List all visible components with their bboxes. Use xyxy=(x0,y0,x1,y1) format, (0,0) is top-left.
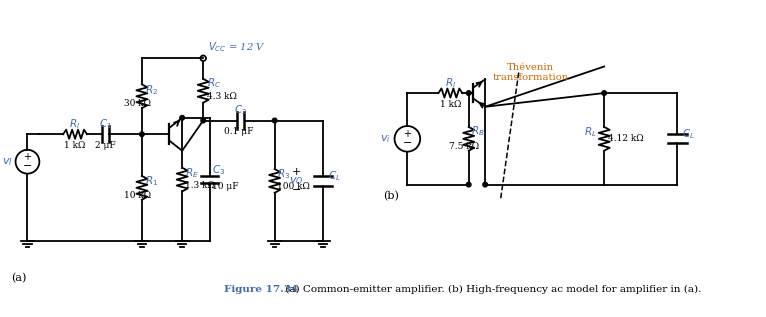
Text: +: + xyxy=(292,167,301,177)
Text: −: − xyxy=(403,139,412,148)
Text: $v_O$: $v_O$ xyxy=(290,175,304,187)
Text: $R_I$: $R_I$ xyxy=(445,76,456,90)
Text: −: − xyxy=(23,161,32,171)
Circle shape xyxy=(483,182,487,187)
Circle shape xyxy=(466,182,471,187)
Text: $C_L$: $C_L$ xyxy=(328,170,341,183)
Text: $R_E$: $R_E$ xyxy=(185,166,198,180)
Text: $v_i$: $v_i$ xyxy=(380,133,391,145)
Text: Figure 17.34: Figure 17.34 xyxy=(224,285,299,294)
Text: $C_L$: $C_L$ xyxy=(682,127,695,141)
Text: $R_1$: $R_1$ xyxy=(145,174,158,188)
Text: −: − xyxy=(292,185,301,195)
Text: $v_I$: $v_I$ xyxy=(2,156,13,168)
Text: $C_3$: $C_3$ xyxy=(212,164,226,177)
Text: Thévenin
transformation: Thévenin transformation xyxy=(493,63,569,82)
Text: 2 μF: 2 μF xyxy=(95,141,116,150)
Text: $C_1$: $C_1$ xyxy=(99,117,112,131)
Text: 10 μF: 10 μF xyxy=(212,182,239,191)
Circle shape xyxy=(602,91,607,95)
Text: 0.1 μF: 0.1 μF xyxy=(224,127,254,136)
Text: 1 kΩ: 1 kΩ xyxy=(64,141,86,150)
Circle shape xyxy=(180,115,185,120)
Text: 30 kΩ: 30 kΩ xyxy=(123,99,151,108)
Circle shape xyxy=(139,132,144,137)
Text: 4.3 kΩ: 4.3 kΩ xyxy=(207,92,237,101)
Text: +: + xyxy=(24,152,31,162)
Text: +: + xyxy=(404,129,411,139)
Text: $R_C$: $R_C$ xyxy=(207,76,221,90)
Text: (a) Common-emitter amplifier. (b) High-frequency ac model for amplifier in (a).: (a) Common-emitter amplifier. (b) High-f… xyxy=(282,285,702,294)
Text: $R_2$: $R_2$ xyxy=(145,83,158,97)
Text: 1.3 kΩ: 1.3 kΩ xyxy=(185,181,214,190)
Circle shape xyxy=(273,118,277,123)
Text: 100 kΩ: 100 kΩ xyxy=(277,182,310,191)
Circle shape xyxy=(466,91,471,95)
Circle shape xyxy=(201,118,205,123)
Text: $R_B$: $R_B$ xyxy=(471,125,485,139)
Text: (a): (a) xyxy=(11,273,26,283)
Text: 10 kΩ: 10 kΩ xyxy=(123,191,151,200)
Text: 7.5 kΩ: 7.5 kΩ xyxy=(449,142,479,151)
Text: 1 kΩ: 1 kΩ xyxy=(440,100,461,108)
Text: $V_{CC}$ = 12 V: $V_{CC}$ = 12 V xyxy=(208,40,266,54)
Text: (b): (b) xyxy=(383,191,398,201)
Text: $R_L$: $R_L$ xyxy=(584,126,597,139)
Text: $R_I$: $R_I$ xyxy=(70,117,80,131)
Text: $R_3$: $R_3$ xyxy=(277,168,290,181)
Text: $C_2$: $C_2$ xyxy=(234,104,247,117)
Text: 4.12 kΩ: 4.12 kΩ xyxy=(608,134,643,143)
